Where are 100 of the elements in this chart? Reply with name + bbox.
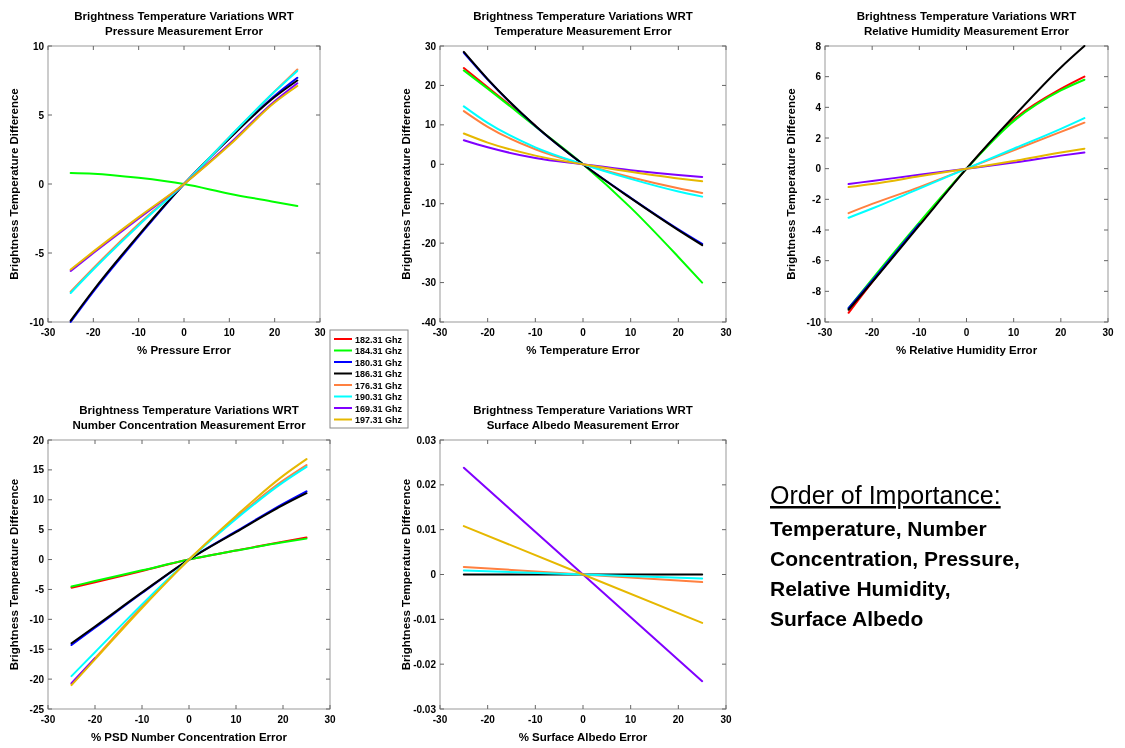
y-tick-label: 0 <box>430 158 437 170</box>
x-tick-label: 10 <box>1008 327 1020 338</box>
y-axis-title: Brightness Temperature Difference <box>8 88 20 280</box>
x-tick-label: -10 <box>131 327 147 338</box>
y-axis-title: Brightness Temperature Difference <box>400 88 412 280</box>
y-tick-label: -20 <box>29 673 45 685</box>
y-tick-label: 6 <box>815 71 822 83</box>
x-tick-label: -20 <box>87 714 103 725</box>
y-tick-label: 8 <box>815 40 822 52</box>
chart-subtitle: Surface Albedo Measurement Error <box>486 419 680 431</box>
y-tick-label: 0 <box>38 554 45 566</box>
y-tick-label: -15 <box>29 643 45 655</box>
chart-title: Brightness Temperature Variations WRT <box>856 10 1077 22</box>
x-tick-label: 10 <box>230 714 242 725</box>
y-tick-label: 2 <box>815 132 822 144</box>
y-tick-label: 0.02 <box>416 479 437 491</box>
y-tick-label: 30 <box>424 40 437 52</box>
y-tick-label: -8 <box>812 285 822 297</box>
line-series <box>462 69 704 284</box>
chart-subtitle: Relative Humidity Measurement Error <box>863 25 1070 37</box>
x-tick-label: 30 <box>324 714 336 725</box>
legend-label: 190.31 Ghz <box>355 392 403 402</box>
line-series <box>69 171 299 208</box>
line-series <box>462 132 704 183</box>
text: Order of Importance: <box>770 481 1001 509</box>
legend-label: 197.31 Ghz <box>355 415 403 425</box>
text: Temperature, Number Concentration, Pressure, Relative Humidity, Surface Albedo <box>770 517 1020 630</box>
chart-subtitle: Number Concentration Measurement Error <box>72 419 307 431</box>
x-tick-label: 30 <box>720 714 732 725</box>
x-tick-label: 10 <box>625 327 637 338</box>
y-tick-label: 5 <box>38 109 45 121</box>
x-tick-label: 0 <box>181 327 188 338</box>
y-tick-label: 5 <box>38 524 45 536</box>
chart-title: Brightness Temperature Variations WRT <box>74 10 294 22</box>
y-axis-title: Brightness Temperature Difference <box>8 478 20 671</box>
x-tick-label: 0 <box>963 327 970 338</box>
chart-subtitle: Pressure Measurement Error <box>105 25 264 37</box>
line-series <box>462 139 704 178</box>
y-tick-label: 15 <box>32 464 45 476</box>
y-tick-label: -10 <box>806 316 822 328</box>
y-tick-label: -30 <box>421 277 437 289</box>
x-tick-label: 30 <box>314 327 326 338</box>
x-tick-label: 20 <box>672 327 685 338</box>
legend-label: 180.31 Ghz <box>355 357 403 368</box>
x-tick-label: -10 <box>528 714 543 725</box>
x-axis-title: % Surface Albedo Error <box>518 731 648 743</box>
x-tick-label: 30 <box>1102 327 1114 338</box>
y-tick-label: -10 <box>421 198 437 210</box>
y-tick-label: -5 <box>35 583 45 595</box>
x-tick-label: -10 <box>528 327 543 338</box>
x-axis-title: % PSD Number Concentration Error <box>90 731 288 743</box>
x-tick-label: 20 <box>672 714 685 725</box>
y-tick-label: -0.03 <box>413 703 437 715</box>
y-tick-label: 0 <box>815 163 822 175</box>
x-tick-label: 0 <box>580 714 587 725</box>
x-tick-label: 10 <box>625 714 637 725</box>
x-tick-label: 0 <box>186 714 193 725</box>
y-tick-label: 0.03 <box>416 434 437 446</box>
chart-title: Brightness Temperature Variations WRT <box>473 404 693 416</box>
x-tick-label: 20 <box>277 714 289 725</box>
y-tick-label: -10 <box>29 316 45 328</box>
y-tick-label: -10 <box>29 613 45 625</box>
chart-title: Brightness Temperature Variations WRT <box>79 404 299 416</box>
x-tick-label: -20 <box>480 714 496 725</box>
x-tick-label: 10 <box>223 327 236 338</box>
x-tick-label: 20 <box>1055 327 1067 338</box>
y-tick-label: -0.01 <box>413 613 437 625</box>
x-tick-label: -20 <box>480 327 496 338</box>
y-tick-label: 0.01 <box>416 524 437 536</box>
chart-title: Brightness Temperature Variations WRT <box>473 10 693 22</box>
x-axis-title: % Temperature Error <box>526 344 641 356</box>
y-tick-label: 20 <box>32 434 45 446</box>
y-tick-label: 10 <box>424 119 437 131</box>
y-tick-label: -25 <box>29 703 45 715</box>
y-tick-label: 10 <box>32 40 45 52</box>
chart-subtitle: Temperature Measurement Error <box>494 25 673 37</box>
legend-label: 184.31 Ghz <box>355 346 403 356</box>
y-tick-label: -20 <box>421 237 437 249</box>
x-axis-title: % Relative Humidity Error <box>895 344 1038 356</box>
x-tick-label: -10 <box>134 714 150 725</box>
y-tick-label: 20 <box>424 79 437 91</box>
x-tick-label: -10 <box>912 327 927 338</box>
legend-label: 169.31 Ghz <box>355 403 403 414</box>
x-tick-label: -20 <box>864 327 880 338</box>
x-tick-label: -20 <box>86 327 101 338</box>
y-tick-label: -5 <box>35 247 45 259</box>
x-tick-label: 30 <box>720 327 732 338</box>
y-tick-label: -6 <box>812 255 822 267</box>
y-tick-label: -40 <box>421 316 437 328</box>
y-tick-label: -4 <box>812 224 822 236</box>
y-tick-label: 0 <box>38 178 45 190</box>
y-tick-label: -0.02 <box>413 658 437 670</box>
y-tick-label: 10 <box>32 494 45 506</box>
legend-label: 186.31 Ghz <box>355 369 403 379</box>
y-tick-label: -2 <box>812 193 822 205</box>
legend-label: 182.31 Ghz <box>355 334 403 345</box>
y-axis-title: Brightness Temperature Difference <box>785 88 797 280</box>
x-tick-label: 0 <box>580 327 587 338</box>
x-axis-title: % Pressure Error <box>137 344 232 356</box>
y-axis-title: Brightness Temperature Difference <box>400 478 412 671</box>
